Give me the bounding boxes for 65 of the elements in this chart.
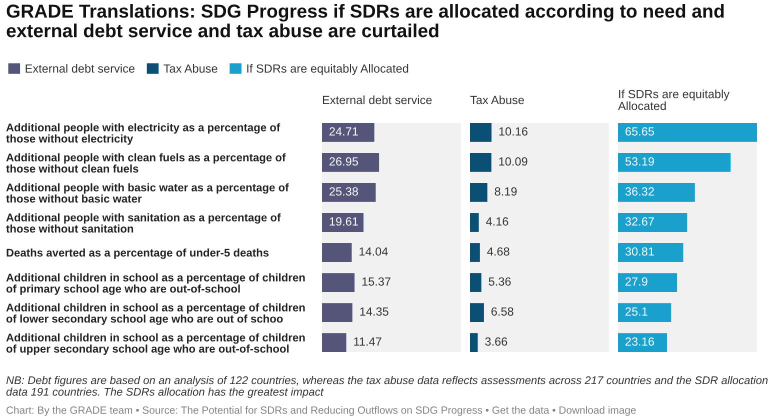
data-label: 32.67 xyxy=(625,217,654,226)
bar xyxy=(470,333,478,352)
data-label: 8.19 xyxy=(494,187,517,196)
bar xyxy=(618,273,678,292)
data-label: 3.66 xyxy=(485,337,508,346)
text: Tax Abuse xyxy=(470,96,524,104)
bar xyxy=(470,123,492,142)
bar xyxy=(618,303,672,322)
bar xyxy=(618,333,668,352)
bar xyxy=(322,153,380,172)
data-label: 14.35 xyxy=(360,307,388,316)
data-label: 24.71 xyxy=(330,127,358,136)
y-tick-label: Additional children in school as a percentage of children of upper secondary school age who are out-of-school xyxy=(6,333,305,355)
chart-title: GRADE Translations: SDG Progress if SDRs are allocated according to need and external debt service and tax abuse are curtailed xyxy=(6,4,724,38)
data-label: 6.58 xyxy=(491,307,514,316)
bar xyxy=(618,153,731,172)
text: External debt service xyxy=(322,96,432,104)
data-label: 36.32 xyxy=(625,187,654,196)
y-tick-label: Additional children in school as a percentage of children of primary school age who are out-of-school xyxy=(6,273,305,295)
bar xyxy=(618,123,757,142)
bar xyxy=(322,123,374,142)
data-label: 5.36 xyxy=(488,277,511,286)
data-label: 65.65 xyxy=(626,127,654,136)
bar xyxy=(470,153,492,172)
bar xyxy=(470,303,484,322)
bar xyxy=(470,273,482,292)
data-label: 30.81 xyxy=(625,247,654,256)
y-tick-label: Additional people with sanitation as a percentage of those without sanitation xyxy=(6,213,281,233)
bar xyxy=(470,213,479,232)
bar xyxy=(470,243,480,262)
text: Chart: By the GRADE team • Source: The Potential for SDRs and Reducing Outflows on SDG Progress • Get the data • Download image xyxy=(6,406,636,416)
bar xyxy=(322,303,352,322)
data-label: 4.68 xyxy=(487,247,510,256)
legend-label: If SDRs are equitably Allocated xyxy=(247,64,408,76)
data-label: 4.16 xyxy=(486,217,508,226)
y-tick-label: Additional people with basic water as a percentage of those without basic water xyxy=(6,183,289,203)
y-tick-label: Additional children in school as a percentage of children of lower secondary school age who are out of schoo xyxy=(6,303,305,325)
bar xyxy=(618,213,688,232)
y-tick-label: Additional people with clean fuels as a percentage of those without clean fuels xyxy=(6,153,286,173)
data-label: 23.16 xyxy=(626,337,654,346)
text: NB: Debt figures are based on an analysis of 122 countries, whereas the tax abuse data reflects assessments across 217 countries and the SDR allocation data 191 countries. The SDRs allocation has the greatest impact xyxy=(6,376,768,398)
bar xyxy=(322,213,364,232)
bar xyxy=(618,243,684,262)
data-label: 15.37 xyxy=(362,277,390,286)
data-label: 53.19 xyxy=(625,157,654,166)
text: If SDRs are equitably Allocated xyxy=(618,90,730,110)
bar xyxy=(322,243,352,262)
bar xyxy=(470,183,488,202)
bar xyxy=(322,333,346,352)
y-tick-label: Deaths averted as a percentage of under-5 deaths xyxy=(6,248,269,259)
bar xyxy=(322,273,355,292)
data-label: 14.04 xyxy=(360,247,388,256)
data-label: 26.95 xyxy=(330,157,358,166)
bar xyxy=(618,183,695,202)
data-label: 25.1 xyxy=(626,307,648,316)
legend-label: Tax Abuse xyxy=(164,64,218,73)
data-label: 10.16 xyxy=(499,127,528,136)
data-label: 27.9 xyxy=(626,277,648,286)
data-label: 11.47 xyxy=(354,337,382,346)
data-label: 10.09 xyxy=(499,157,528,166)
data-label: 19.61 xyxy=(330,217,358,226)
y-tick-label: Additional people with electricity as a percentage of those without electricity xyxy=(6,123,280,145)
legend-label: External debt service xyxy=(26,64,135,73)
bar xyxy=(322,183,376,202)
data-label: 25.38 xyxy=(330,187,358,196)
